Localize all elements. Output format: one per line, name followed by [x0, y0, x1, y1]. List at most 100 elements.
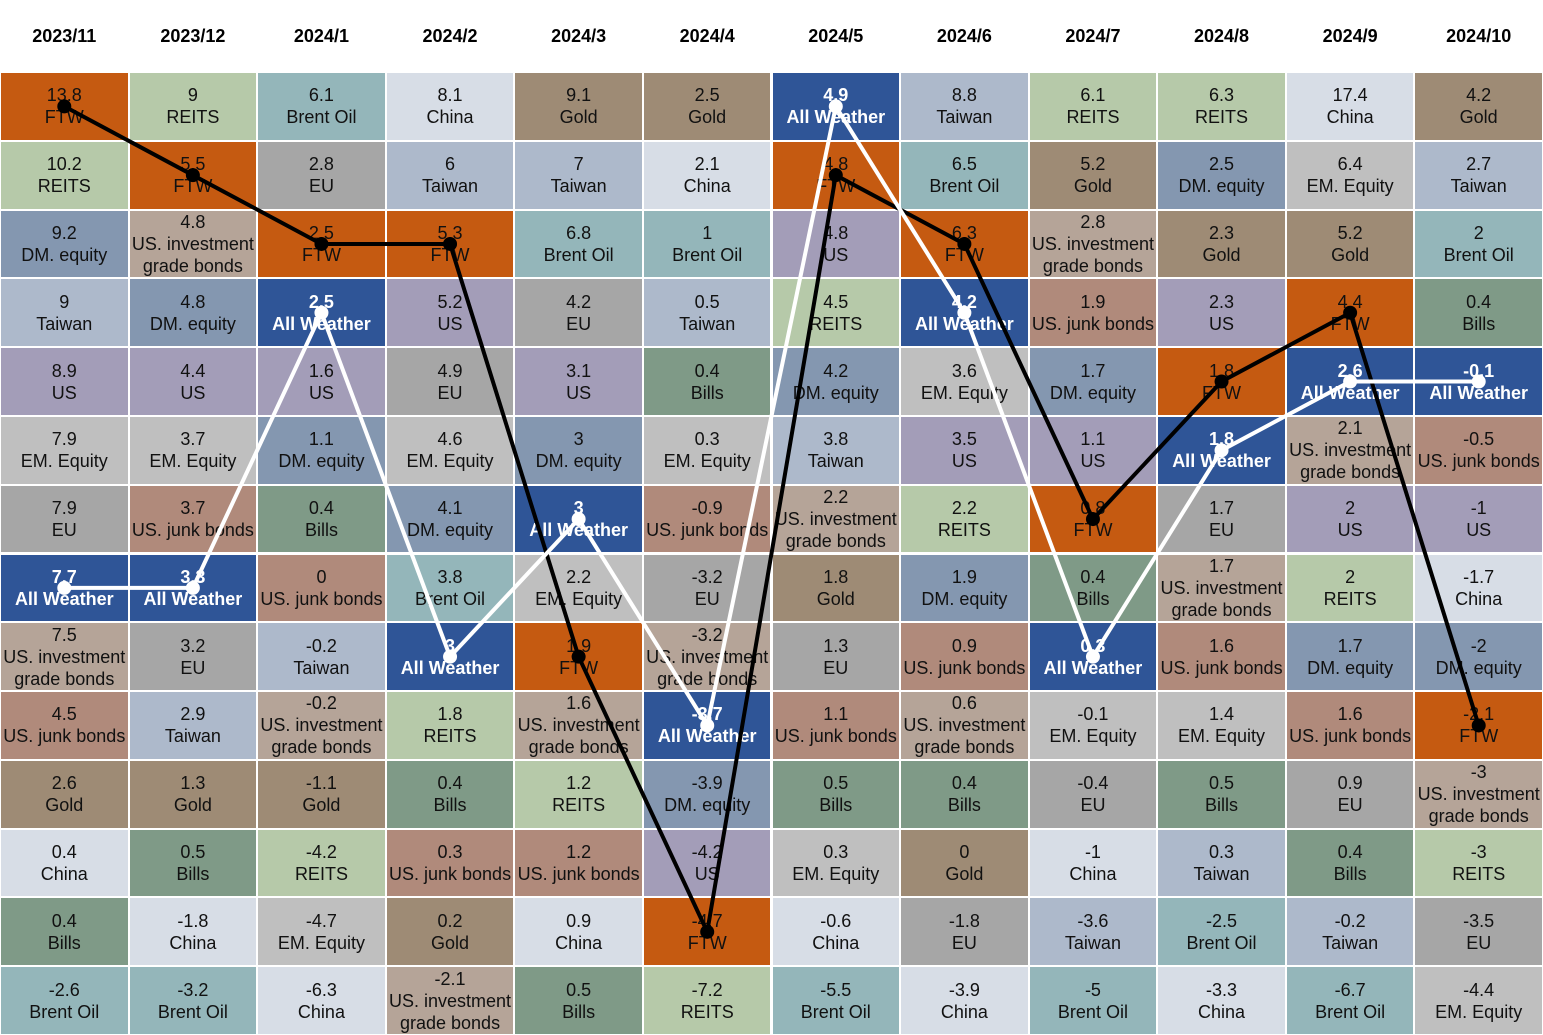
column-header: 2024/3 — [551, 25, 607, 46]
cell-label: Bills — [1333, 864, 1367, 885]
cell-value: -5.5 — [820, 979, 852, 1000]
cell-label: US. junk bonds — [1031, 313, 1154, 334]
cell-value: 1.7 — [1209, 498, 1235, 519]
cell-label: EM. Equity — [1435, 1001, 1523, 1022]
cell-value: 4.2 — [1466, 85, 1492, 106]
cell-label: Gold — [559, 107, 598, 128]
cell-value: 1.7 — [1080, 360, 1106, 381]
cell: 2.1 China — [642, 140, 772, 210]
cell-label: US — [951, 451, 977, 472]
cell-value: -2.5 — [1206, 910, 1238, 931]
cell-value: 3 — [445, 635, 456, 656]
cell: -5.5 Brent Oil — [771, 966, 901, 1035]
cell-value: 1.9 — [951, 566, 977, 587]
cell: -2.1 FTW — [1414, 691, 1543, 760]
cell-label: China — [940, 1001, 988, 1022]
cell-label: DM. equity — [792, 382, 879, 403]
cell: 2 REITS — [1285, 553, 1415, 623]
cell-label: Gold — [431, 932, 470, 953]
cell-label: REITS — [552, 795, 606, 816]
cell-label: FTW — [1073, 520, 1113, 541]
rank-marker — [957, 305, 972, 320]
cell: -3.6 Taiwan — [1028, 897, 1158, 967]
cell-label: Taiwan — [936, 107, 993, 128]
cell: 6.5 Brent Oil — [900, 140, 1029, 210]
cell-label: Brent Oil — [1057, 1001, 1128, 1022]
column-header: 2024/9 — [1322, 25, 1378, 46]
cell-value: -3.2 — [691, 624, 723, 645]
cell-label: Bills — [819, 795, 853, 816]
cell-label: EM. Equity — [535, 588, 623, 609]
cell-label: All Weather — [272, 313, 371, 334]
cell: 2.2 US. investment grade bonds — [771, 484, 901, 554]
cell-value: -3.2 — [691, 566, 723, 587]
column-header: 2024/8 — [1194, 25, 1250, 46]
cell-value: 4.8 — [823, 154, 849, 175]
cell-label: Bills — [1076, 588, 1110, 609]
cell-label: Gold — [1073, 176, 1112, 197]
cell: 1.3 Gold — [128, 759, 258, 829]
cell-label: All Weather — [786, 107, 886, 128]
cell: 6.1 Brent Oil — [257, 72, 386, 141]
cell-value: -1 — [1470, 498, 1487, 519]
cell-label: Gold — [302, 795, 341, 816]
cell-label: US. junk bonds — [1289, 726, 1412, 747]
cell-value: -7.2 — [691, 979, 723, 1000]
cell-value: -1.8 — [948, 910, 980, 931]
cell-value: 5.2 — [1337, 222, 1363, 243]
cell-label: FTW — [944, 244, 984, 265]
cell-label: EU — [1080, 795, 1106, 816]
cell: 0.4 China — [0, 828, 129, 898]
cell-label: Bills — [433, 795, 467, 816]
rank-marker — [1214, 374, 1229, 389]
cell-value: 2.6 — [1337, 360, 1363, 381]
cell: 2.5 All Weather — [257, 278, 386, 348]
cell-value: 5.5 — [180, 154, 206, 175]
cell-value: 1.1 — [308, 429, 334, 450]
cell-label: Bills — [47, 932, 81, 953]
cell: 0.9 China — [514, 897, 643, 967]
cell-value: 0.4 — [694, 360, 720, 381]
cell-label: REITS — [1323, 588, 1377, 609]
cell-label: All Weather — [143, 588, 243, 609]
cell: 4.6 EM. Equity — [385, 415, 515, 485]
cell-label: US — [308, 382, 334, 403]
cell-value: 4.5 — [823, 291, 849, 312]
cell-value: -1.1 — [305, 773, 337, 794]
cell-value: 5.2 — [1080, 154, 1106, 175]
cell-label: Gold — [173, 795, 212, 816]
cell-value: 3.7 — [180, 498, 206, 519]
cell-label: EM. Equity — [1306, 176, 1394, 197]
cell-value: -2.6 — [48, 979, 80, 1000]
cell: -6.7 Brent Oil — [1285, 966, 1415, 1035]
cell-label: Bills — [947, 795, 981, 816]
cell-value: 1.3 — [823, 635, 849, 656]
cell-value: 0.4 — [308, 498, 334, 519]
cell-value: 0.9 — [566, 910, 592, 931]
cell-value: 1.2 — [566, 842, 592, 863]
cell: 3 DM. equity — [514, 415, 643, 485]
cell-label: REITS — [294, 864, 348, 885]
cell-value: 4.8 — [823, 222, 849, 243]
cell-label: EU — [951, 932, 977, 953]
cell-value: 0.3 — [694, 429, 720, 450]
cell-value: 1.9 — [1080, 291, 1106, 312]
cell-label: US. junk bonds — [646, 520, 769, 541]
cell-label: China — [169, 932, 217, 953]
cell-label: EU — [1209, 520, 1235, 541]
cell: 3.6 EM. Equity — [900, 347, 1029, 416]
cell-label: EM. Equity — [277, 932, 365, 953]
cell-label: Bills — [176, 864, 210, 885]
cell: -3.2 EU — [642, 553, 772, 623]
cell-value: 0.9 — [951, 635, 977, 656]
cell-label: US. investment grade bonds — [1289, 440, 1412, 483]
cell-value: -5 — [1084, 979, 1101, 1000]
cell-value: -0.1 — [1463, 360, 1495, 381]
cell: -3 US. investment grade bonds — [1414, 759, 1543, 829]
cell-value: 4.9 — [437, 360, 463, 381]
rank-line — [64, 101, 1479, 731]
cell-label: Taiwan — [550, 176, 607, 197]
cell-value: 0.5 — [694, 291, 720, 312]
cell-value: 3.7 — [180, 429, 206, 450]
